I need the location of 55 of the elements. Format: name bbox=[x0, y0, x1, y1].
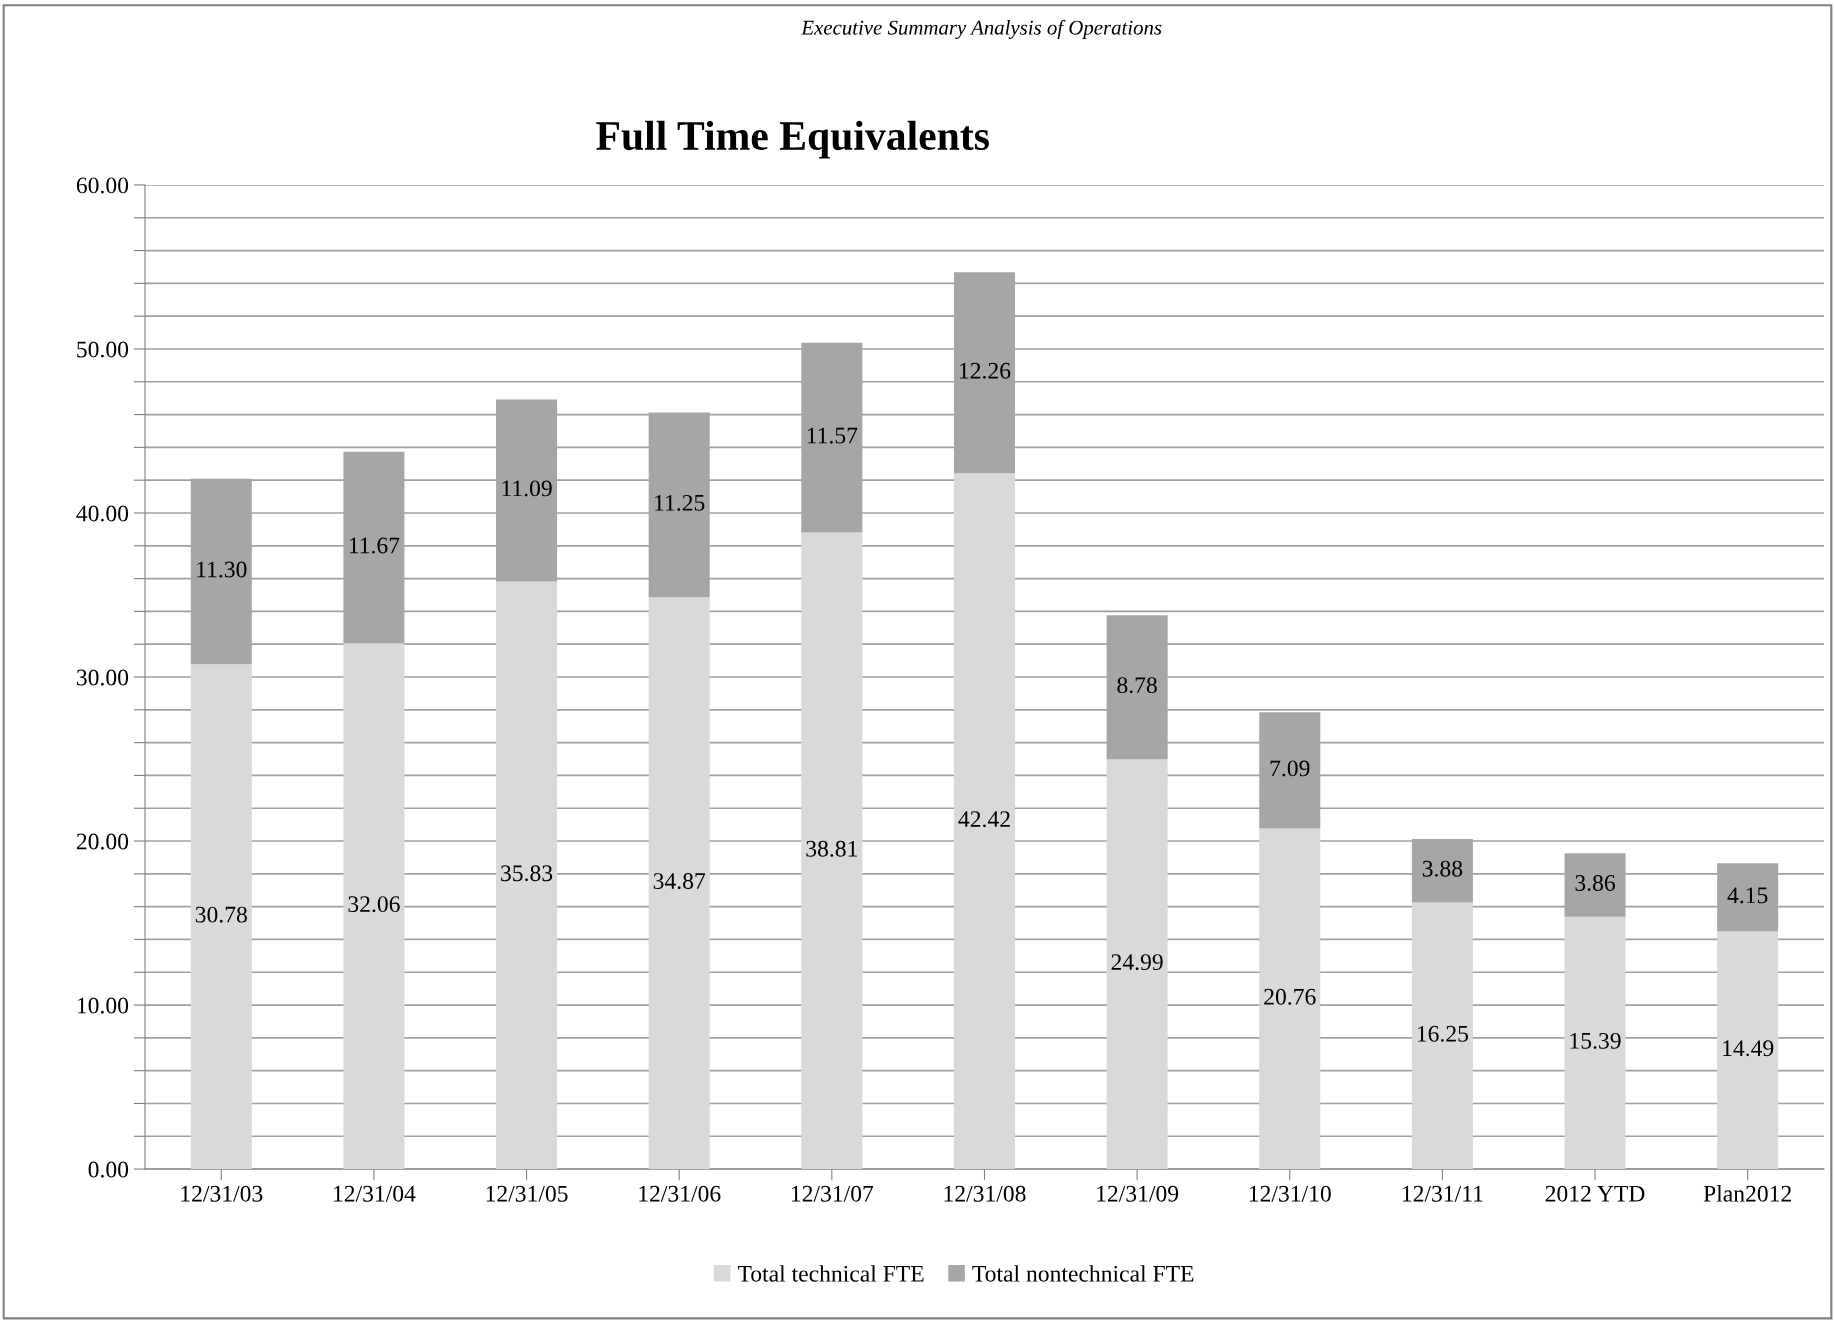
x-tick-label: 12/31/05 bbox=[486, 1185, 568, 1202]
text: 7.09 bbox=[1270, 760, 1310, 777]
y-tick-label: 50.00 bbox=[77, 341, 129, 358]
x-tick-label: 12/31/09 bbox=[1097, 1185, 1179, 1202]
bar bbox=[1259, 828, 1321, 1170]
text: 30.78 bbox=[195, 906, 247, 923]
y-tick-label: 60.00 bbox=[76, 177, 129, 194]
text: 35.83 bbox=[501, 865, 553, 882]
text: 14.49 bbox=[1723, 1040, 1774, 1057]
x-tick-label: 12/31/07 bbox=[791, 1185, 874, 1202]
text: 11.30 bbox=[197, 561, 247, 578]
text: 12.26 bbox=[959, 362, 1011, 379]
bar bbox=[190, 664, 252, 1170]
bar bbox=[1564, 916, 1626, 1170]
chart-title: Full Time Equivalents bbox=[596, 120, 989, 159]
y-tick-label: 0.00 bbox=[88, 1161, 129, 1178]
text: 3.88 bbox=[1422, 860, 1463, 877]
legend-label: Total nontechnical FTE bbox=[972, 1265, 1194, 1282]
text: 32.06 bbox=[348, 896, 400, 913]
y-tick-label: 20.00 bbox=[76, 833, 129, 850]
x-tick-label: 12/31/10 bbox=[1249, 1185, 1331, 1202]
text: 38.81 bbox=[806, 840, 857, 857]
text: 8.78 bbox=[1117, 677, 1157, 694]
text: 4.15 bbox=[1727, 887, 1768, 904]
text: 15.39 bbox=[1570, 1032, 1621, 1049]
x-tick-label: 12/31/08 bbox=[944, 1185, 1026, 1202]
legend-label: Total technical FTE bbox=[737, 1265, 924, 1282]
bar bbox=[496, 581, 558, 1170]
text: 11.09 bbox=[502, 480, 552, 497]
x-tick-label: 12/31/06 bbox=[639, 1185, 721, 1202]
text: 24.99 bbox=[1111, 954, 1163, 971]
text: 11.67 bbox=[349, 537, 400, 554]
y-tick-label: 30.00 bbox=[77, 669, 129, 686]
bar bbox=[343, 643, 405, 1170]
y-tick-label: 10.00 bbox=[77, 997, 129, 1014]
bar bbox=[801, 532, 863, 1170]
text: Executive Summary Analysis of Operations bbox=[801, 19, 1162, 39]
bar bbox=[953, 473, 1016, 1170]
text: 34.87 bbox=[653, 873, 706, 890]
x-tick-label: 12/31/04 bbox=[334, 1185, 416, 1202]
text: 11.57 bbox=[807, 427, 858, 444]
y-tick-label: 40.00 bbox=[76, 505, 129, 522]
bar bbox=[1717, 931, 1779, 1170]
x-tick-label: Plan2012 bbox=[1703, 1185, 1791, 1202]
text: 3.86 bbox=[1575, 874, 1615, 892]
text: 42.42 bbox=[958, 811, 1010, 828]
x-tick-label: 12/31/03 bbox=[181, 1185, 263, 1202]
bar bbox=[1411, 902, 1473, 1170]
x-tick-label: 2012 YTD bbox=[1545, 1185, 1645, 1202]
x-tick-label: 12/31/11 bbox=[1402, 1185, 1483, 1202]
text: 16.25 bbox=[1417, 1025, 1469, 1042]
text: 11.25 bbox=[655, 494, 705, 511]
bar bbox=[648, 597, 710, 1170]
text: 20.76 bbox=[1264, 988, 1316, 1005]
bar bbox=[1106, 759, 1168, 1170]
